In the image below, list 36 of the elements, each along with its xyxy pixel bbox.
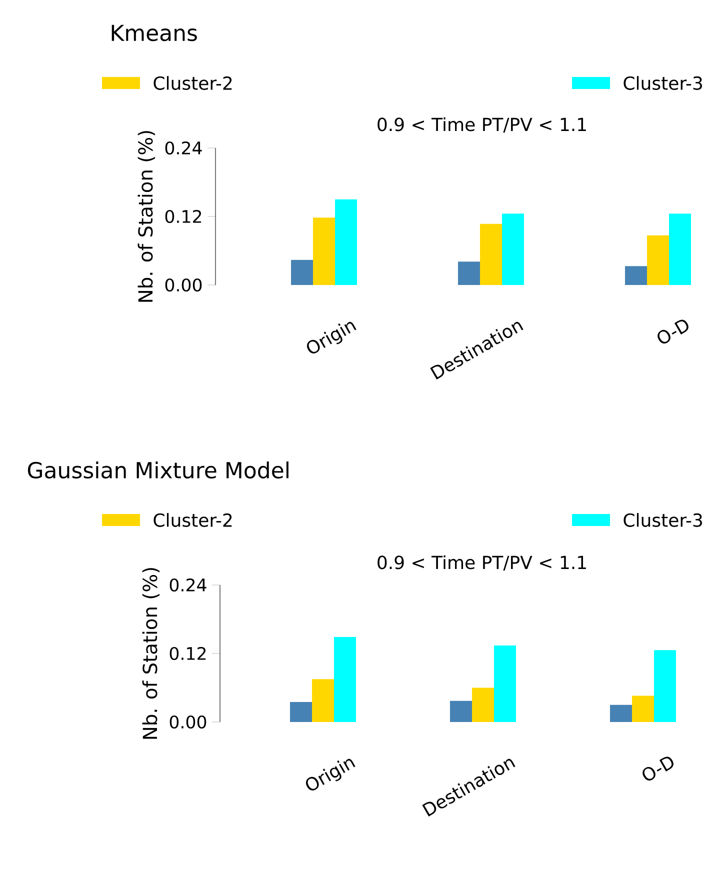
bar xyxy=(502,214,524,285)
y-tick-label: 0.00 xyxy=(170,715,206,729)
bar xyxy=(632,696,654,722)
bar xyxy=(480,224,502,285)
y-axis-title: Nb. of Station (%) xyxy=(138,131,156,302)
x-tick-label: O-D xyxy=(658,320,688,344)
bar xyxy=(647,235,670,285)
bar xyxy=(654,650,676,722)
y-tick-label: 0.24 xyxy=(170,578,206,592)
bar xyxy=(313,218,335,285)
bar xyxy=(472,688,494,722)
chart-subtitle: 0.9 < Time PT/PV < 1.1 xyxy=(378,117,586,133)
x-tick-label: O-D xyxy=(642,756,674,780)
legend-label: Cluster-2 xyxy=(154,76,232,90)
chart-subtitle: 0.9 < Time PT/PV < 1.1 xyxy=(378,555,586,571)
bar xyxy=(335,199,358,285)
legend-label: Cluster-2 xyxy=(154,513,232,527)
y-tick-label: 0.24 xyxy=(165,141,202,155)
bar xyxy=(610,704,632,722)
bar xyxy=(458,262,480,285)
legend-label: Cluster-3 xyxy=(624,76,702,90)
legend-label: Cluster-3 xyxy=(624,513,702,527)
bar xyxy=(669,214,692,285)
bar xyxy=(450,700,472,722)
y-tick-label: 0.12 xyxy=(170,646,206,660)
bar xyxy=(312,679,334,722)
bar xyxy=(494,646,516,722)
bar xyxy=(334,636,356,722)
bar xyxy=(291,260,313,285)
chart-title: Kmeans xyxy=(112,24,197,42)
y-tick-label: 0.12 xyxy=(165,210,202,224)
y-tick-label: 0.00 xyxy=(165,278,202,292)
y-axis-title: Nb. of Station (%) xyxy=(142,568,160,739)
bar xyxy=(290,702,312,722)
chart-title: Gaussian Mixture Model xyxy=(28,461,288,479)
bar xyxy=(625,266,647,285)
